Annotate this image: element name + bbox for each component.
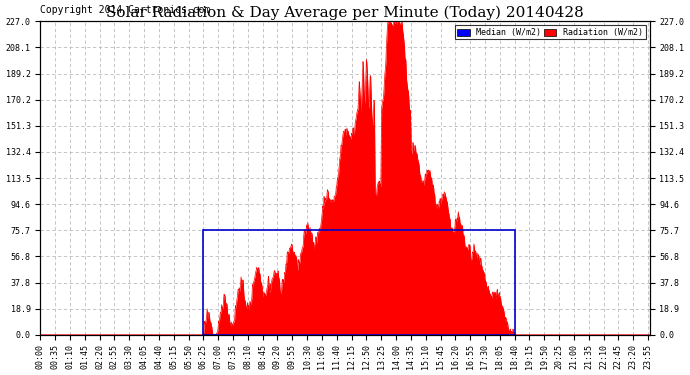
Bar bbox=[204, 230, 515, 335]
Title: Solar Radiation & Day Average per Minute (Today) 20140428: Solar Radiation & Day Average per Minute… bbox=[106, 6, 584, 20]
Text: Copyright 2014 Cartronics.com: Copyright 2014 Cartronics.com bbox=[40, 5, 210, 15]
Legend: Median (W/m2), Radiation (W/m2): Median (W/m2), Radiation (W/m2) bbox=[455, 26, 646, 39]
